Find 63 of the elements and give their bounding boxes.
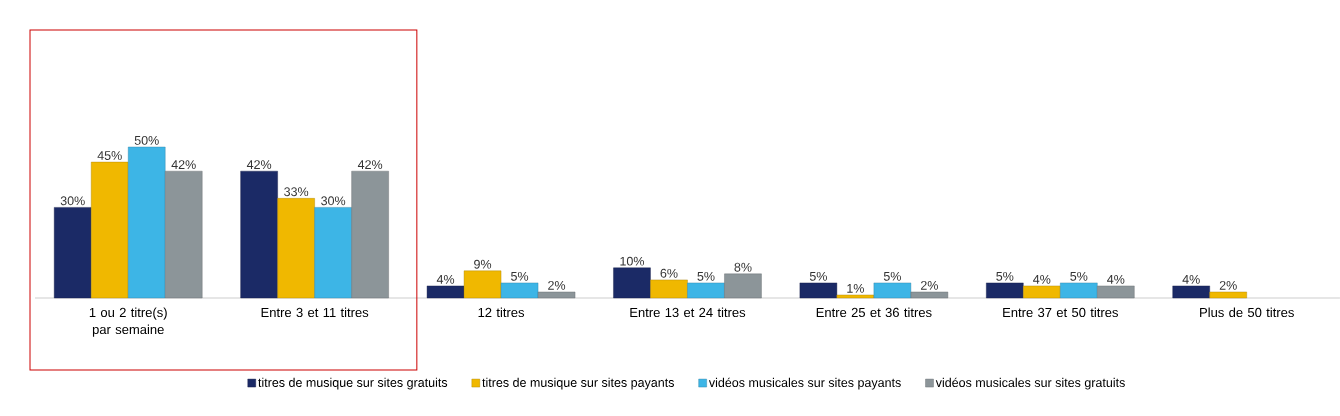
data-label: 30% xyxy=(60,196,85,206)
legend-label: vidéos musicales sur sites payants xyxy=(708,377,901,390)
bar xyxy=(724,273,762,299)
data-label: 5% xyxy=(996,271,1014,281)
data-label: 2% xyxy=(548,280,566,290)
bar xyxy=(128,146,166,299)
data-label: 42% xyxy=(171,160,196,169)
bar xyxy=(687,282,725,299)
data-label: 8% xyxy=(734,262,752,272)
data-label: 5% xyxy=(697,271,715,281)
bar xyxy=(873,282,912,299)
bar xyxy=(277,198,315,299)
data-label: 42% xyxy=(246,160,272,169)
data-label: 5% xyxy=(883,271,901,281)
x-tick-label: Entre 13 et 24 titres xyxy=(630,307,746,318)
data-label: 42% xyxy=(357,160,383,169)
data-label: 5% xyxy=(1070,271,1088,281)
data-label: 45% xyxy=(97,151,122,160)
bar xyxy=(351,170,389,299)
data-label: 4% xyxy=(1107,274,1125,284)
bar xyxy=(91,161,129,299)
data-label: 5% xyxy=(511,271,529,281)
bar xyxy=(463,270,502,299)
x-tick-label: 1 ou 2 titre(s) par semaine xyxy=(89,307,167,337)
bar xyxy=(165,170,203,299)
bar xyxy=(836,294,875,299)
bar xyxy=(54,207,92,299)
bar xyxy=(500,282,539,299)
legend-label: titres de musique sur sites payants xyxy=(482,377,674,390)
data-label: 33% xyxy=(284,187,309,197)
data-label: 30% xyxy=(321,196,346,206)
data-label: 4% xyxy=(1033,274,1051,284)
legend-label: titres de musique sur sites gratuits xyxy=(258,377,448,390)
bar xyxy=(537,291,576,299)
bar xyxy=(650,279,688,299)
bar xyxy=(986,282,1024,299)
bar xyxy=(1209,291,1247,299)
bar xyxy=(1023,285,1061,299)
x-tick-label: Plus de 50 titres xyxy=(1200,307,1294,318)
data-label: 6% xyxy=(660,268,678,278)
data-label: 2% xyxy=(1219,280,1237,290)
data-label: 2% xyxy=(920,280,938,290)
bar xyxy=(314,207,352,299)
bar xyxy=(1060,282,1098,299)
bar xyxy=(910,291,949,299)
bar xyxy=(613,267,651,299)
data-label: 4% xyxy=(1182,274,1200,284)
data-label: 5% xyxy=(809,271,827,281)
bar xyxy=(799,282,838,299)
bar xyxy=(240,170,278,299)
x-tick-label: 12 titres xyxy=(478,307,525,318)
bar xyxy=(1172,285,1210,299)
x-tick-label: Entre 25 et 36 titres xyxy=(816,307,932,318)
bar xyxy=(1097,285,1135,299)
data-label: 4% xyxy=(436,274,455,284)
data-label: 50% xyxy=(134,135,159,145)
x-tick-label: Entre 37 et 50 titres xyxy=(1003,307,1118,318)
bar xyxy=(426,285,465,299)
data-label: 9% xyxy=(474,259,492,269)
data-label: 1% xyxy=(847,284,864,293)
data-label: 10% xyxy=(620,256,645,266)
legend-label: vidéos musicales sur sites gratuits xyxy=(935,377,1125,390)
x-tick-label: Entre 3 et 11 titres xyxy=(261,307,369,318)
